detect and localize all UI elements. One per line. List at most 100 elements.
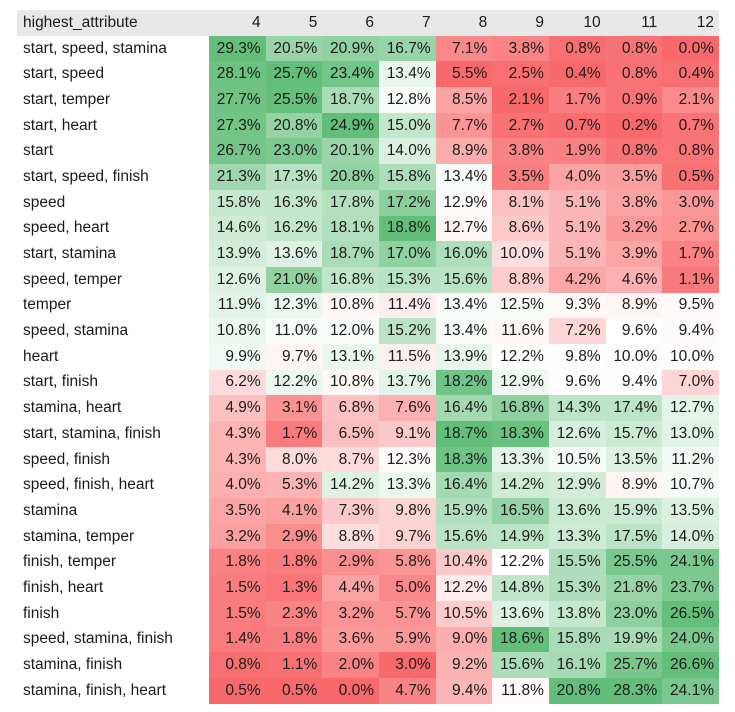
row-label: stamina, finish, heart [17, 677, 210, 704]
heatmap-cell: 11.5% [378, 343, 436, 370]
row-label: speed, stamina, finish [17, 626, 210, 653]
table-row: heart 9.9% 9.7% 13.1% 11.5% 13.9% 12.2% 9.8% 10.… [17, 343, 719, 370]
heatmap-cell: 9.8% [378, 498, 436, 524]
heatmap-cell: 10.4% [435, 549, 493, 576]
heatmap-cell: 9.1% [378, 421, 436, 447]
heatmap-cell: 10.8% [322, 292, 379, 319]
table-row: start, speed 28.1% 25.7% 23.4% 13.4% 5.5% 2.5%… [17, 61, 719, 88]
heatmap-cell: 15.6% [435, 523, 493, 550]
heatmap-cell: 12.0% [322, 318, 379, 344]
heatmap-cell: 5.7% [378, 600, 436, 627]
heatmap-cell: 15.9% [605, 498, 663, 524]
heatmap-cell: 16.4% [435, 395, 493, 421]
column-header: 11 [605, 10, 663, 36]
heatmap-cell: 10.5% [548, 446, 606, 473]
heatmap-cell: 28.1% [209, 61, 266, 88]
heatmap-cell: 14.0% [378, 138, 436, 165]
heatmap-cell: 25.7% [605, 652, 663, 678]
table-row: start, stamina 13.9% 13.6% 18.7% 17.0% 16.0% 1… [17, 241, 719, 267]
heatmap-cell: 11.8% [492, 677, 549, 704]
heatmap-cell: 11.6% [492, 318, 549, 344]
heatmap-cell: 13.1% [322, 343, 379, 370]
heatmap-cell: 15.6% [492, 652, 549, 678]
column-header: 5 [265, 10, 323, 36]
heatmap-cell: 1.5% [209, 575, 266, 601]
heatmap-cell: 9.9% [209, 343, 266, 370]
heatmap-cell: 20.8% [265, 112, 323, 139]
heatmap-cell: 8.1% [492, 189, 549, 216]
heatmap-cell: 9.3% [548, 292, 606, 319]
row-header-title: highest_attribute [17, 10, 210, 36]
heatmap-cell: 13.5% [662, 498, 719, 524]
heatmap-cell: 15.7% [605, 421, 663, 447]
heatmap-cell: 18.3% [492, 421, 549, 447]
heatmap-cell: 20.8% [322, 164, 379, 190]
heatmap-cell: 0.2% [605, 112, 663, 139]
heatmap-cell: 13.3% [548, 523, 606, 550]
heatmap-cell: 8.7% [322, 446, 379, 473]
heatmap-cell: 8.8% [492, 266, 549, 293]
heatmap-cell: 1.1% [265, 652, 323, 678]
heatmap-cell: 9.7% [378, 523, 436, 550]
heatmap-cell: 18.8% [378, 215, 436, 242]
heatmap-cell: 7.6% [378, 395, 436, 421]
heatmap-cell: 12.9% [435, 189, 493, 216]
heatmap-cell: 0.8% [548, 35, 606, 62]
heatmap-cell: 1.8% [265, 549, 323, 576]
row-label: finish, heart [17, 575, 210, 601]
heatmap-cell: 12.2% [435, 575, 493, 601]
heatmap-cell: 2.9% [265, 523, 323, 550]
heatmap-cell: 9.7% [265, 343, 323, 370]
heatmap-cell: 25.5% [265, 87, 323, 113]
heatmap-cell: 7.2% [548, 318, 606, 344]
heatmap-cell: 3.2% [322, 600, 379, 627]
row-label: start, stamina [17, 241, 210, 267]
heatmap-cell: 16.7% [378, 35, 436, 62]
heatmap-cell: 0.0% [322, 677, 379, 704]
heatmap-cell: 16.4% [435, 472, 493, 499]
heatmap-cell: 15.3% [378, 266, 436, 293]
heatmap-cell: 26.7% [209, 138, 266, 165]
heatmap-cell: 3.5% [209, 498, 266, 524]
row-label: start, speed, finish [17, 164, 210, 190]
row-label: temper [17, 292, 210, 319]
heatmap-cell: 10.0% [605, 343, 663, 370]
heatmap-cell: 14.9% [492, 523, 549, 550]
heatmap-cell: 23.7% [662, 575, 719, 601]
table-row: speed, finish, heart 4.0% 5.3% 14.2% 13.3% 16… [17, 472, 719, 499]
heatmap-cell: 24.1% [662, 677, 719, 704]
heatmap-table: highest_attribute 4 5 6 7 8 9 10 11 12 start, sp… [17, 10, 719, 704]
heatmap-cell: 9.8% [548, 343, 606, 370]
heatmap-cell: 3.1% [265, 395, 323, 421]
heatmap-cell: 20.1% [322, 138, 379, 165]
heatmap-cell: 24.9% [322, 112, 379, 139]
heatmap-cell: 20.5% [265, 35, 323, 62]
heatmap-cell: 10.8% [322, 369, 379, 396]
heatmap-cell: 8.9% [605, 292, 663, 319]
heatmap-cell: 2.9% [322, 549, 379, 576]
heatmap-cell: 4.4% [322, 575, 379, 601]
heatmap-cell: 0.8% [662, 138, 719, 165]
row-label: start, heart [17, 112, 210, 139]
heatmap-cell: 4.2% [548, 266, 606, 293]
row-label: start, finish [17, 369, 210, 396]
table-row: start, finish 6.2% 12.2% 10.8% 13.7% 18.2% 12.… [17, 369, 719, 396]
heatmap-cell: 7.0% [662, 369, 719, 396]
heatmap-cell: 2.1% [662, 87, 719, 113]
table-row: stamina, heart 4.9% 3.1% 6.8% 7.6% 16.4% 16.8%… [17, 395, 719, 421]
table-row: speed, stamina, finish 1.4% 1.8% 3.6% 5.9% 9.… [17, 626, 719, 653]
heatmap-cell: 24.0% [662, 626, 719, 653]
table-row: temper 11.9% 12.3% 10.8% 11.4% 13.4% 12.5% 9.3%… [17, 292, 719, 319]
heatmap-cell: 2.3% [265, 600, 323, 627]
table-row: start, speed, finish 21.3% 17.3% 20.8% 15.8%… [17, 164, 719, 190]
heatmap-cell: 5.9% [378, 626, 436, 653]
heatmap-cell: 29.3% [209, 35, 266, 62]
heatmap-cell: 12.7% [662, 395, 719, 421]
heatmap-cell: 18.7% [435, 421, 493, 447]
heatmap-cell: 4.9% [209, 395, 266, 421]
heatmap-cell: 27.3% [209, 112, 266, 139]
heatmap-cell: 14.6% [209, 215, 266, 242]
heatmap-cell: 15.2% [378, 318, 436, 344]
heatmap-cell: 5.1% [548, 215, 606, 242]
table-row: speed, stamina 10.8% 11.0% 12.0% 15.2% 13.4% 1… [17, 318, 719, 344]
